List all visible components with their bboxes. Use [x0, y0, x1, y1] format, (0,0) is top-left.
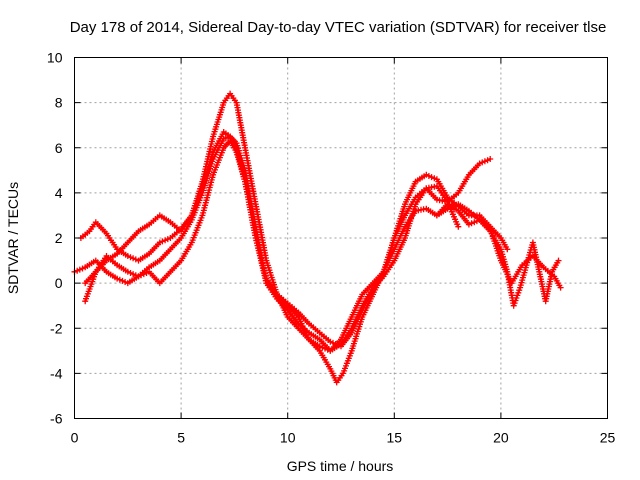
- series-track-e: [433, 201, 562, 309]
- data-point: [162, 237, 169, 244]
- data-point: [504, 246, 511, 253]
- x-tick-label: 10: [280, 430, 296, 446]
- series-layer: [71, 90, 564, 386]
- data-point: [468, 220, 475, 227]
- data-point: [114, 275, 121, 282]
- data-point: [557, 284, 564, 291]
- data-point: [159, 238, 166, 245]
- x-tick-label: 0: [71, 430, 79, 446]
- data-point: [335, 342, 342, 349]
- data-point: [455, 223, 462, 230]
- series-line: [79, 130, 460, 352]
- y-tick-label: 8: [55, 95, 63, 111]
- data-point: [130, 271, 137, 278]
- y-tick-label: 10: [47, 50, 63, 66]
- data-point: [425, 173, 432, 179]
- y-tick-label: 0: [55, 275, 63, 291]
- data-point: [138, 272, 145, 279]
- x-axis-label: GPS time / hours: [287, 458, 394, 474]
- data-point: [555, 257, 562, 264]
- data-point: [327, 338, 334, 345]
- y-axis-label: SDTVAR / TECUs: [5, 182, 21, 294]
- data-point: [124, 268, 131, 275]
- y-tick-label: -4: [50, 365, 63, 381]
- x-tick-label: 20: [493, 430, 509, 446]
- y-tick-label: -2: [50, 320, 63, 336]
- grid: [74, 57, 608, 419]
- data-point: [140, 271, 147, 278]
- series-track-c: [77, 129, 462, 354]
- x-tick-label: 25: [600, 430, 616, 446]
- data-point: [76, 266, 83, 273]
- data-point: [116, 276, 123, 283]
- y-tick-label: -6: [50, 411, 63, 427]
- data-point: [465, 221, 472, 228]
- data-point: [481, 158, 488, 165]
- y-tick-label: 2: [55, 230, 63, 246]
- axis-ticks: 0 5 10 15 20 25 -6 -4 -2 0 2 4 6 8 10: [47, 50, 616, 446]
- data-point: [428, 174, 435, 181]
- data-point: [330, 339, 336, 346]
- data-point: [487, 156, 494, 162]
- x-tick-label: 5: [177, 430, 185, 446]
- data-point: [473, 218, 480, 225]
- data-point: [79, 265, 86, 272]
- data-point: [130, 255, 137, 262]
- x-tick-label: 15: [387, 430, 403, 446]
- data-point: [132, 272, 139, 279]
- data-point: [124, 253, 131, 259]
- y-tick-label: 6: [55, 140, 63, 156]
- series-track-d: [82, 138, 564, 350]
- chart-title: Day 178 of 2014, Sidereal Day-to-day VTE…: [70, 19, 607, 36]
- data-point: [479, 159, 486, 166]
- y-tick-label: 4: [55, 185, 63, 201]
